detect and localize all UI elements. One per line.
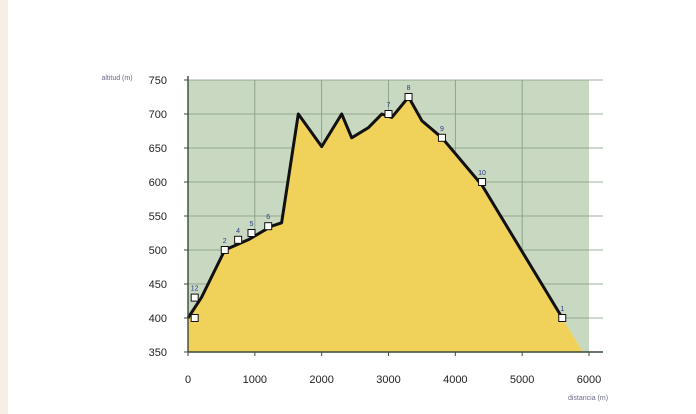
waypoint-marker bbox=[220, 246, 229, 254]
waypoint-marker bbox=[247, 229, 256, 237]
waypoint-marker bbox=[384, 110, 393, 118]
x-tick-label: 6000 bbox=[577, 374, 601, 386]
start-marker bbox=[190, 314, 199, 322]
waypoint-label: 1 bbox=[560, 306, 564, 313]
waypoint-marker bbox=[264, 222, 273, 231]
y-tick-label: 500 bbox=[149, 245, 167, 257]
y-tick-label: 450 bbox=[149, 279, 167, 291]
waypoint-label: 9 bbox=[440, 126, 444, 133]
x-tick-label: 2000 bbox=[309, 374, 333, 386]
x-tick-label: 5000 bbox=[510, 374, 534, 386]
tick-labels: 350 400 450 500 550 600 650 700 750 0 1000 2000 3000… bbox=[149, 75, 602, 386]
waypoint-markers: 12 2 4 5 6 7 8 9 10 1 bbox=[190, 85, 567, 322]
x-tick-label: 0 bbox=[185, 374, 191, 386]
waypoint-label: 7 bbox=[387, 102, 391, 109]
waypoint-label: 12 bbox=[191, 286, 199, 293]
y-tick-label: 350 bbox=[149, 347, 167, 359]
waypoint-marker bbox=[190, 293, 199, 302]
x-tick-label: 4000 bbox=[443, 374, 467, 386]
y-tick-label: 700 bbox=[149, 109, 167, 121]
waypoint-label: 4 bbox=[236, 228, 240, 235]
y-tick-label: 600 bbox=[149, 177, 167, 189]
waypoint-label: 2 bbox=[223, 238, 227, 245]
waypoint-marker bbox=[437, 133, 446, 142]
waypoint-marker bbox=[404, 93, 413, 101]
y-tick-label: 550 bbox=[149, 211, 167, 223]
waypoint-label: 10 bbox=[478, 170, 486, 177]
axes bbox=[187, 76, 603, 353]
x-tick-label: 1000 bbox=[243, 374, 267, 386]
waypoint-marker bbox=[478, 178, 487, 186]
left-margin-strip bbox=[0, 0, 8, 414]
y-axis-label: altitud (m) bbox=[101, 75, 132, 82]
y-tick-label: 750 bbox=[149, 75, 167, 87]
waypoint-label: 8 bbox=[407, 85, 411, 92]
waypoint-label: 6 bbox=[266, 214, 270, 221]
x-axis-label: distancia (m) bbox=[568, 395, 608, 402]
waypoint-label: 5 bbox=[250, 221, 254, 228]
y-tick-label: 650 bbox=[149, 143, 167, 155]
elevation-area-fill bbox=[188, 97, 583, 352]
y-tick-label: 400 bbox=[149, 313, 167, 325]
x-tick-label: 3000 bbox=[376, 374, 400, 386]
waypoint-marker bbox=[234, 235, 243, 244]
elevation-profile-line bbox=[186, 95, 564, 319]
waypoint-marker bbox=[558, 314, 567, 322]
